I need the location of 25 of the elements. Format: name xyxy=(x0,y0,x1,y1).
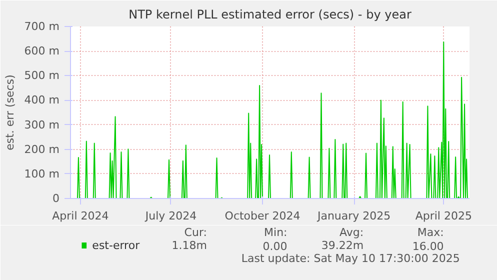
y-tick-label: 200 m xyxy=(24,142,60,156)
text: Min: xyxy=(264,226,288,239)
legend-label: est-error xyxy=(92,239,140,252)
x-tick-label: July 2024 xyxy=(144,210,197,222)
y-tick-label: 400 m xyxy=(24,94,60,107)
text: Avg: xyxy=(339,226,364,239)
x-tick-label: January 2025 xyxy=(316,210,391,222)
text: Last update: Sat May 10 17:30:00 2025 xyxy=(241,252,460,265)
y-tick-label: 300 m xyxy=(24,118,60,132)
text: 0.00 xyxy=(262,240,288,253)
x-tick-label: October 2024 xyxy=(224,210,300,222)
y-axis-title: est. err (secs) xyxy=(3,74,16,150)
text: 1.18m xyxy=(172,239,207,252)
y-tick-label: 0 xyxy=(52,192,60,205)
y-tick-label: 600 m xyxy=(24,44,60,58)
text: Max: xyxy=(417,226,444,239)
x-tick-label: April 2025 xyxy=(415,210,472,222)
text: Cur: xyxy=(184,226,207,239)
y-tick-label: 500 m xyxy=(24,69,60,82)
y-tick-label: 100 m xyxy=(24,167,60,180)
chart-title: NTP kernel PLL estimated error (secs) - by year xyxy=(128,8,412,22)
x-tick-label: April 2024 xyxy=(52,210,109,222)
text: 16.00 xyxy=(412,240,444,253)
y-tick-label: 700 m xyxy=(24,20,60,33)
text: 39.22m xyxy=(321,239,364,252)
